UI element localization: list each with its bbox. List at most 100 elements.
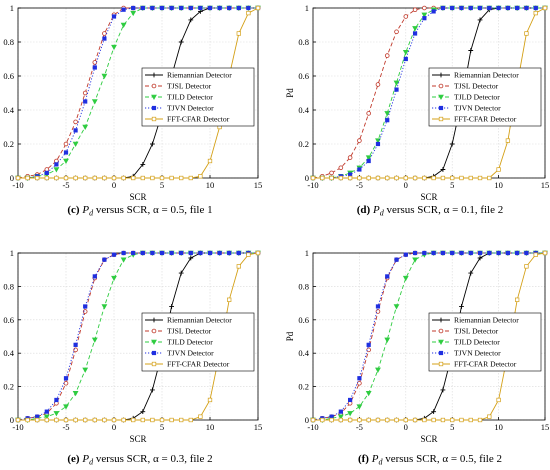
data-point-tjld <box>101 304 108 310</box>
data-point-fftcfar <box>73 175 78 181</box>
data-point-tjvn <box>121 250 126 256</box>
data-point-fftcfar <box>477 175 483 181</box>
legend-marker-tjvn <box>438 350 444 356</box>
data-point-fftcfar <box>357 417 362 423</box>
legend-box <box>141 67 255 127</box>
data-point-tjsl <box>412 7 418 12</box>
x-tick-label: -5 <box>62 180 69 190</box>
data-point-fftcfar <box>15 417 21 423</box>
data-point-tjld <box>91 337 98 343</box>
chart-panel-e: -10-505101500.20.40.60.81SCRPdRiemannian… <box>3 248 262 467</box>
data-point-riemannian <box>468 270 474 276</box>
data-point-riemannian <box>459 304 464 309</box>
data-point-fftcfar <box>246 252 251 257</box>
data-point-fftcfar <box>131 175 136 181</box>
caption-text: versus SCR, α = 0.5, file 2 <box>382 453 502 465</box>
data-point-fftcfar <box>111 417 117 423</box>
data-point-fftcfar <box>431 417 436 423</box>
panel-caption: (d) Pd versus SCR, α = 0.1, file 2 <box>357 204 503 218</box>
legend-label: Riemannian Detector <box>167 316 232 325</box>
data-point-tjsl <box>82 90 88 96</box>
data-point-fftcfar <box>102 175 107 181</box>
data-point-fftcfar <box>44 175 49 181</box>
data-point-tjsl <box>366 347 371 353</box>
data-point-fftcfar <box>255 5 261 11</box>
legend-marker-tjvn <box>151 105 157 111</box>
series-tjvn <box>310 5 548 181</box>
legend-label: TJSL Detector <box>454 82 499 91</box>
legend-marker-fftcfar <box>151 361 157 367</box>
data-point-tjvn <box>515 5 520 11</box>
legend-marker-tjsl <box>151 83 157 89</box>
data-point-tjvn <box>150 250 155 256</box>
data-point-tjld <box>356 404 363 410</box>
data-point-fftcfar <box>403 417 408 423</box>
data-point-tjvn <box>227 5 232 11</box>
data-point-tjld <box>393 80 400 86</box>
data-point-tjvn <box>338 409 343 414</box>
data-point-fftcfar <box>515 297 520 302</box>
chart-panel-d: -10 -5 0 5 10 15 0 0.2 0.4 0.6 0.8 1 SCR Pd Riemannian… <box>285 3 549 218</box>
data-point-fftcfar <box>338 175 343 181</box>
data-point-fftcfar <box>422 417 427 423</box>
x-tick-label: 5 <box>160 180 164 190</box>
data-point-fftcfar <box>542 250 548 256</box>
data-point-tjld <box>53 167 60 173</box>
data-point-tjvn <box>431 9 436 14</box>
y-tick-label: 0.2 <box>3 139 14 149</box>
legend-marker-tjsl <box>438 328 444 334</box>
data-point-tjvn <box>459 5 464 11</box>
y-tick-label: 0.2 <box>298 139 309 149</box>
data-point-fftcfar <box>92 175 97 181</box>
legend-label: FFT-CFAR Detector <box>167 360 230 369</box>
legend-marker-tjld <box>151 339 157 346</box>
data-point-fftcfar <box>63 175 69 181</box>
legend-label: TJVN Detector <box>167 349 214 358</box>
data-point-fftcfar <box>179 417 184 423</box>
data-point-fftcfar <box>25 175 30 181</box>
data-point-fftcfar <box>394 175 399 181</box>
data-point-riemannian <box>178 39 184 45</box>
y-tick-label: 0 <box>305 173 309 183</box>
data-point-tjvn <box>102 257 107 262</box>
data-point-tjvn <box>236 5 241 11</box>
data-point-riemannian <box>188 17 194 23</box>
legend-label: TJVN Detector <box>167 104 214 113</box>
panel-caption: (f) Pd versus SCR, α = 0.5, file 2 <box>358 453 502 467</box>
legend-marker-riemannian <box>438 72 444 78</box>
data-point-tjld <box>53 411 60 417</box>
legend-marker-fftcfar <box>438 116 444 122</box>
data-point-fftcfar <box>44 417 49 423</box>
data-point-fftcfar <box>320 417 325 423</box>
data-point-fftcfar <box>188 175 193 181</box>
data-point-tjvn <box>394 87 399 92</box>
data-point-tjvn <box>403 252 408 257</box>
legend-marker-tjld <box>151 94 157 101</box>
legend-label: TJLD Detector <box>167 93 213 102</box>
y-tick-label: 0.6 <box>298 315 309 325</box>
x-tick-label: -10 <box>307 180 318 190</box>
data-point-tjvn <box>188 5 193 11</box>
legend-label: TJLD Detector <box>454 93 500 102</box>
y-tick-label: 0.2 <box>298 382 309 392</box>
data-point-fftcfar <box>73 417 78 423</box>
y-tick-label: 0.4 <box>298 348 309 358</box>
data-point-fftcfar <box>131 417 136 423</box>
legend-label: TJLD Detector <box>167 338 213 347</box>
legend-marker-fftcfar <box>438 361 444 367</box>
x-tick-label: 0 <box>112 422 116 432</box>
data-point-fftcfar <box>412 175 418 181</box>
data-point-tjvn <box>412 250 418 256</box>
data-point-fftcfar <box>338 417 343 423</box>
data-point-fftcfar <box>422 175 427 181</box>
data-point-fftcfar <box>236 31 241 36</box>
data-point-fftcfar <box>159 175 165 181</box>
data-point-tjvn <box>422 250 427 256</box>
data-point-tjsl <box>357 138 362 143</box>
data-point-fftcfar <box>150 175 155 181</box>
data-point-tjvn <box>198 5 203 11</box>
y-axis-label: Pd <box>285 331 295 341</box>
legend-label: TJSL Detector <box>454 327 499 336</box>
legend-label: TJSL Detector <box>167 82 212 91</box>
x-tick-label: 15 <box>541 180 550 190</box>
